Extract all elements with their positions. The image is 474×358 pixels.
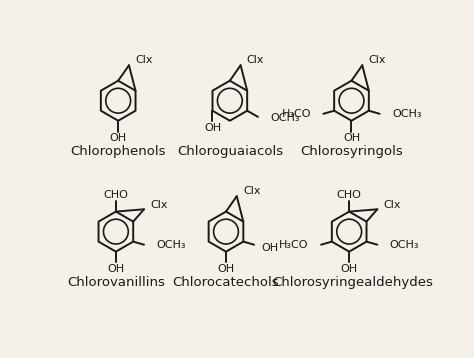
Text: Chlorosyringols: Chlorosyringols bbox=[300, 145, 403, 158]
Text: OH: OH bbox=[218, 263, 235, 274]
Text: OH: OH bbox=[262, 243, 279, 253]
Text: CHO: CHO bbox=[103, 190, 128, 200]
Text: Clx: Clx bbox=[135, 55, 153, 65]
Text: H₃CO: H₃CO bbox=[279, 240, 309, 250]
Text: OH: OH bbox=[109, 133, 127, 143]
Text: OH: OH bbox=[107, 263, 125, 274]
Text: OH: OH bbox=[343, 133, 360, 143]
Text: Chlorovanillins: Chlorovanillins bbox=[67, 276, 165, 289]
Text: Chlorocatechols: Chlorocatechols bbox=[173, 276, 279, 289]
Text: H₃CO: H₃CO bbox=[282, 109, 311, 119]
Text: Clx: Clx bbox=[247, 55, 264, 65]
Text: Chlorosyringealdehydes: Chlorosyringealdehydes bbox=[273, 276, 433, 289]
Text: OH: OH bbox=[204, 123, 221, 133]
Text: OCH₃: OCH₃ bbox=[392, 109, 421, 119]
Text: CHO: CHO bbox=[337, 190, 362, 200]
Text: OCH₃: OCH₃ bbox=[390, 240, 419, 250]
Text: Clx: Clx bbox=[368, 55, 386, 65]
Text: Clx: Clx bbox=[150, 200, 168, 210]
Text: Clx: Clx bbox=[383, 200, 401, 210]
Text: Clx: Clx bbox=[243, 186, 260, 196]
Text: Chloroguaiacols: Chloroguaiacols bbox=[177, 145, 283, 158]
Text: Chlorophenols: Chlorophenols bbox=[71, 145, 166, 158]
Text: OH: OH bbox=[341, 263, 358, 274]
Text: OCH₃: OCH₃ bbox=[156, 240, 186, 250]
Text: OCH₃: OCH₃ bbox=[270, 113, 300, 124]
